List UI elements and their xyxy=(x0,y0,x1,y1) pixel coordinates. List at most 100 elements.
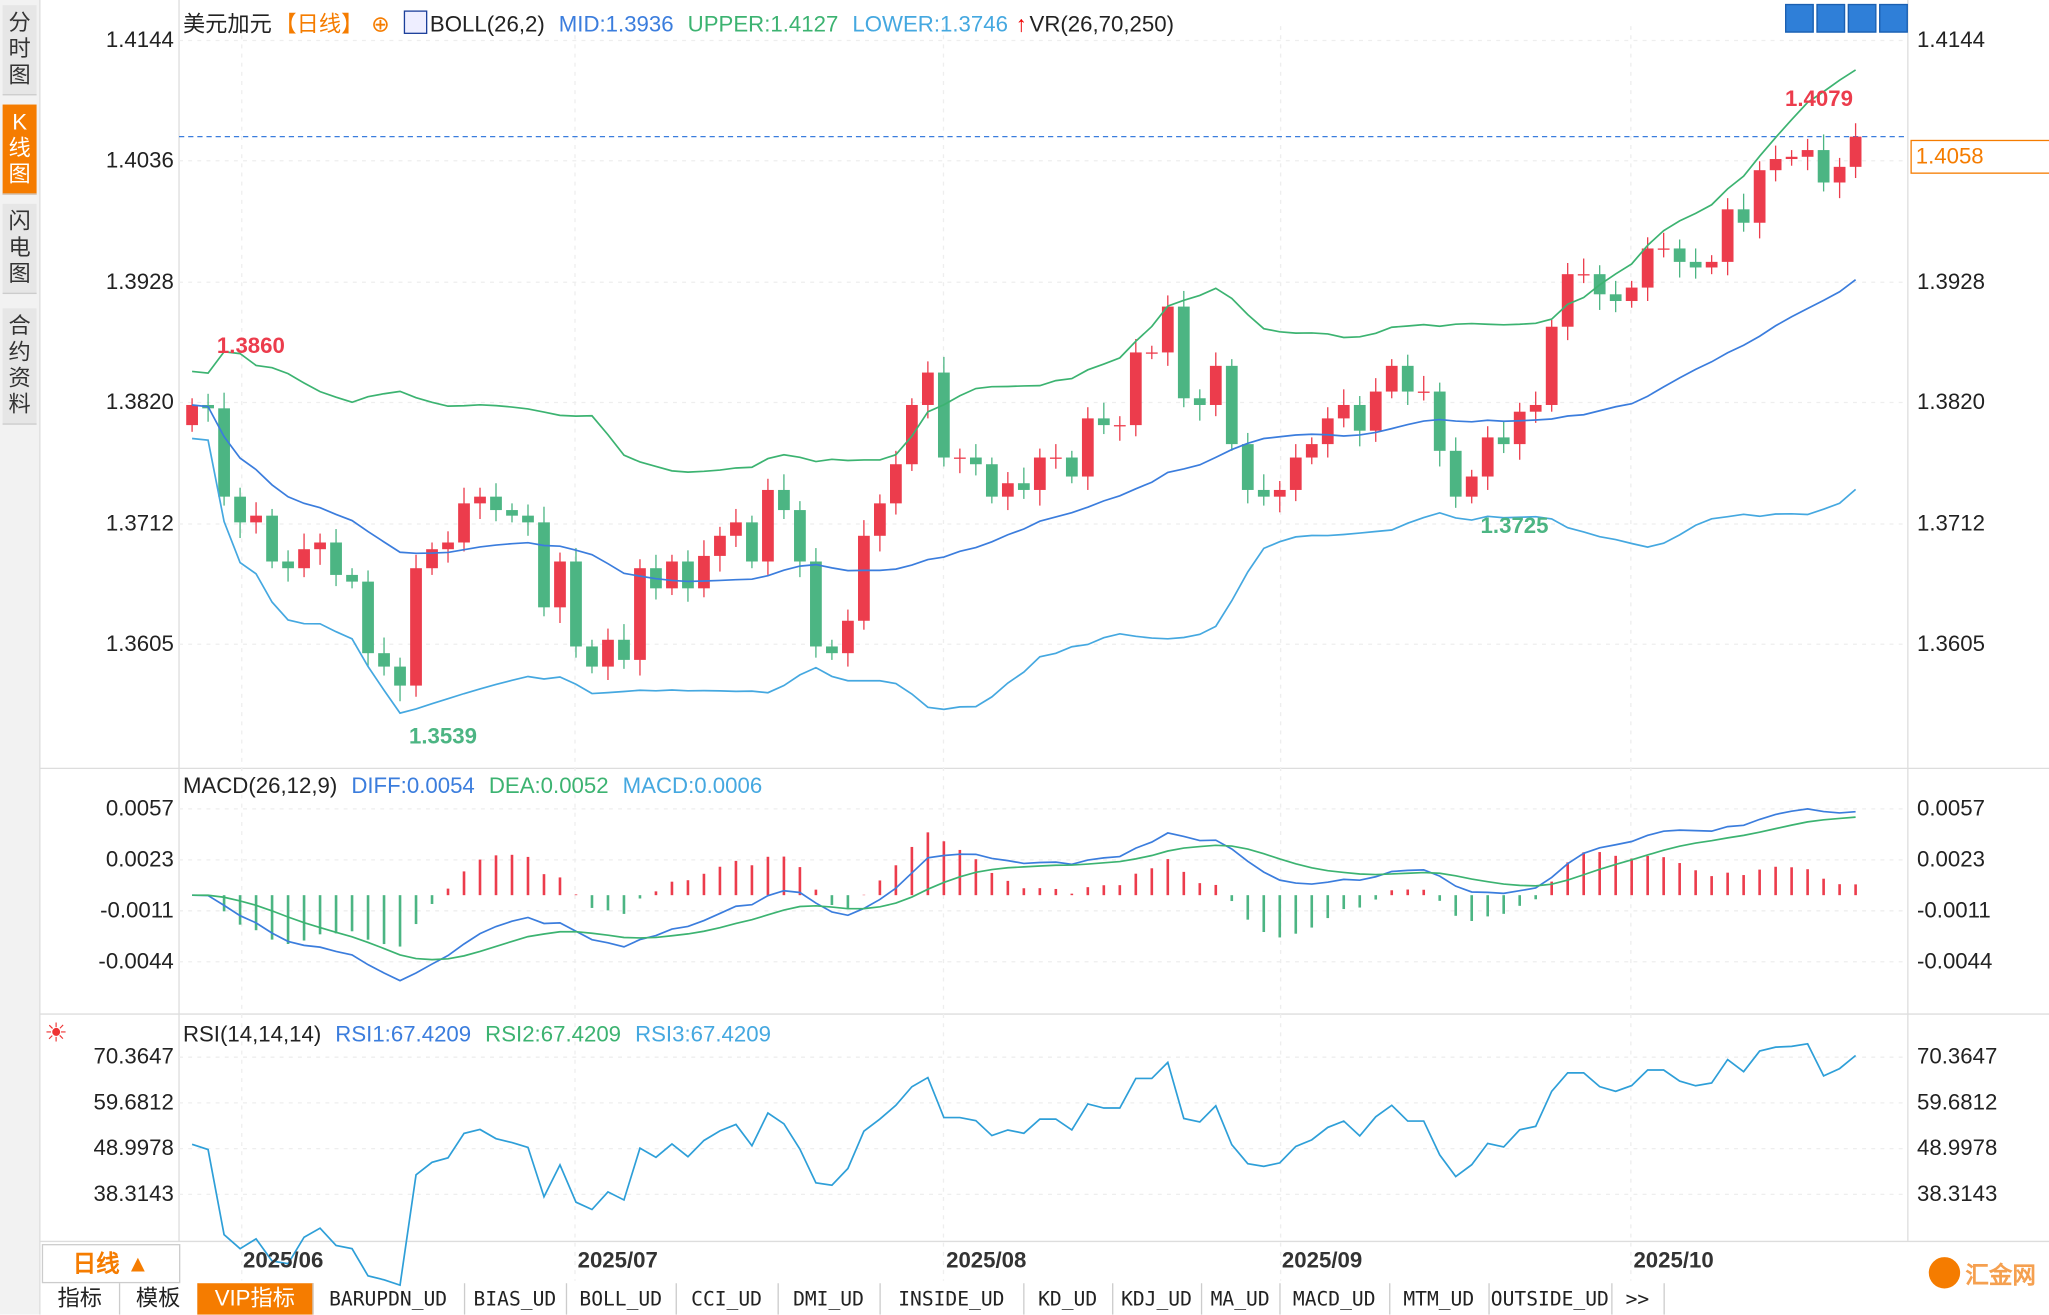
sidebar: 分时图 K线图 闪电图 合约资料 xyxy=(0,0,41,1315)
play-icon[interactable] xyxy=(1847,3,1877,33)
period-selector[interactable]: 日线 ▲ xyxy=(41,1244,181,1284)
indicator-tab[interactable]: OUTSIDE_UD xyxy=(1488,1283,1613,1315)
rsi-axis-label: 59.6812 xyxy=(93,1089,174,1115)
candle xyxy=(826,646,838,654)
candle xyxy=(1145,352,1158,354)
indicator-tab[interactable]: BOLL_UD xyxy=(566,1283,677,1315)
price-axis-label: 1.3820 xyxy=(105,389,174,415)
tab-timeshare[interactable]: 分时图 xyxy=(2,5,37,96)
candle xyxy=(921,372,934,405)
candle xyxy=(1241,444,1254,490)
crosshair-icon[interactable] xyxy=(1785,3,1814,33)
chart-header: 美元加元 【日线】 ⊕ BOLL(26,2) MID:1.3936 UPPER:1.… xyxy=(183,5,1182,38)
candle xyxy=(1737,209,1750,223)
candle xyxy=(1337,404,1350,419)
tab-kline[interactable]: K线图 xyxy=(2,104,37,195)
candle xyxy=(953,457,966,459)
candle xyxy=(1785,156,1798,160)
macd-diff-line xyxy=(192,808,1856,982)
settings-sun-icon[interactable]: ☀ xyxy=(44,1019,68,1049)
mid-low-annotation: 1.3725 xyxy=(1480,513,1549,539)
candle xyxy=(1273,489,1286,497)
candle xyxy=(1609,294,1622,302)
candle xyxy=(858,535,870,621)
candle xyxy=(522,515,534,523)
candle xyxy=(362,581,374,654)
rsi3-value: RSI3:67.4209 xyxy=(635,1021,771,1047)
export-icon[interactable] xyxy=(1879,3,1908,33)
rsi-header: RSI(14,14,14) RSI1:67.4209 RSI2:67.4209 … xyxy=(183,1022,779,1048)
candle xyxy=(538,522,550,608)
price-axis-label: 1.4144 xyxy=(105,27,174,53)
candle xyxy=(762,489,774,562)
candle xyxy=(1017,483,1030,490)
indicator-tab[interactable]: MACD_UD xyxy=(1279,1283,1391,1315)
price-axis-label-right: 1.3928 xyxy=(1917,269,1985,295)
candle xyxy=(1833,166,1846,183)
candle xyxy=(1049,457,1062,459)
candle xyxy=(1177,306,1190,399)
price-axis-label-right: 1.4144 xyxy=(1917,27,1985,53)
boll-icon[interactable] xyxy=(403,10,428,34)
candle xyxy=(602,639,614,667)
indicator-tab[interactable]: CCI_UD xyxy=(676,1283,779,1315)
candle xyxy=(1545,326,1558,405)
indicator-tab[interactable]: BIAS_UD xyxy=(464,1283,568,1315)
add-icon[interactable]: ⊕ xyxy=(371,11,390,37)
candle xyxy=(1705,261,1718,268)
indicator-tab[interactable]: MA_UD xyxy=(1201,1283,1281,1315)
indicator-tab[interactable]: 指标 xyxy=(41,1283,121,1315)
candle xyxy=(1657,248,1670,250)
macd-header: MACD(26,12,9) DIFF:0.0054 DEA:0.0052 MAC… xyxy=(183,774,770,800)
candle xyxy=(1321,418,1334,445)
indicator-tab[interactable]: VIP指标 xyxy=(197,1283,314,1315)
vr-label: VR(26,70,250) xyxy=(1029,11,1175,37)
candle xyxy=(730,522,742,536)
indicator-tab[interactable]: >> xyxy=(1611,1283,1665,1315)
candle xyxy=(1081,418,1094,477)
indicator-tab[interactable]: KD_UD xyxy=(1023,1283,1114,1315)
candle xyxy=(1817,150,1830,183)
rsi-axis-label: 48.9978 xyxy=(93,1135,174,1161)
price-axis-label-right: 1.3605 xyxy=(1917,631,1985,656)
date-label: 2025/09 xyxy=(1281,1247,1363,1273)
kline-style-icon[interactable] xyxy=(1816,3,1846,33)
candle xyxy=(1129,352,1142,426)
candle xyxy=(282,561,294,569)
candle xyxy=(618,639,630,660)
candle xyxy=(746,522,758,562)
indicator-tab[interactable]: MTM_UD xyxy=(1389,1283,1490,1315)
candle xyxy=(1289,457,1302,490)
candle xyxy=(1097,418,1110,426)
macd-axis-label: -0.0011 xyxy=(100,897,174,923)
candle xyxy=(1513,411,1526,445)
candle xyxy=(1481,437,1494,477)
rsi2-value: RSI2:67.4209 xyxy=(485,1021,622,1047)
candle xyxy=(330,542,342,575)
arrow-up-icon[interactable]: ↑ xyxy=(1015,11,1027,37)
rsi-axis-label-right: 70.3647 xyxy=(1917,1044,1998,1069)
tab-contract-info[interactable]: 合约资料 xyxy=(2,308,37,425)
candle xyxy=(1065,457,1078,477)
candle xyxy=(810,561,822,647)
candle xyxy=(586,646,598,667)
indicator-tab[interactable]: BARUPDN_UD xyxy=(312,1283,466,1315)
indicator-tab[interactable]: DMI_UD xyxy=(778,1283,881,1315)
indicator-tab[interactable]: KDJ_UD xyxy=(1112,1283,1203,1315)
indicator-tab[interactable]: INSIDE_UD xyxy=(879,1283,1025,1315)
indicator-tab[interactable]: 模板 xyxy=(119,1283,199,1315)
candle xyxy=(1753,170,1766,223)
candle xyxy=(1625,287,1638,302)
candle xyxy=(1689,261,1702,268)
macd-axis-label: -0.0044 xyxy=(98,948,174,974)
candle xyxy=(1849,136,1862,167)
date-label: 2025/10 xyxy=(1633,1247,1714,1273)
candle xyxy=(506,510,518,516)
candle xyxy=(714,535,726,556)
candle xyxy=(1465,476,1478,497)
tab-flash[interactable]: 闪电图 xyxy=(2,203,37,295)
macd-value: MACD:0.0006 xyxy=(622,773,763,799)
candle xyxy=(666,561,678,589)
candle xyxy=(698,555,710,589)
